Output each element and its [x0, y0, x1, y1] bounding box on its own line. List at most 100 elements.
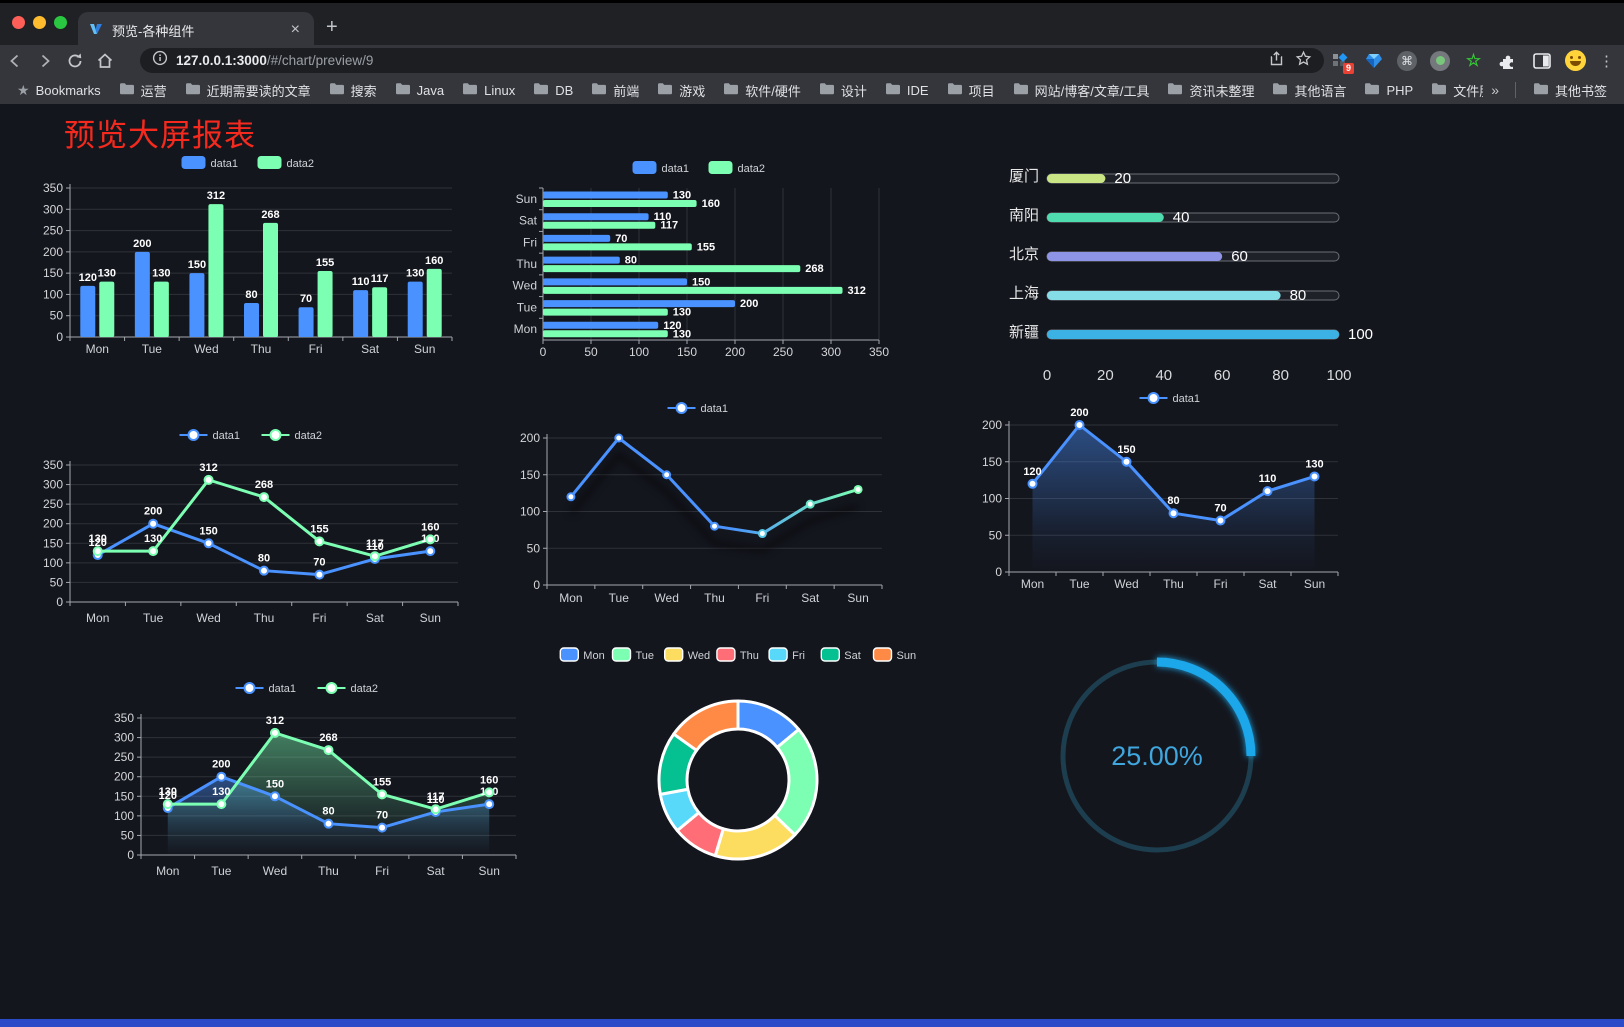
home-icon[interactable]: [90, 51, 120, 71]
svg-text:50: 50: [989, 528, 1003, 542]
fullscreen-window-button[interactable]: [54, 16, 67, 29]
svg-text:117: 117: [371, 273, 389, 285]
svg-text:40: 40: [1155, 367, 1172, 384]
bookmark-folder[interactable]: 近期需要读的文章: [176, 81, 320, 100]
svg-text:0: 0: [56, 595, 63, 609]
extensions-puzzle-icon[interactable]: [1497, 50, 1518, 71]
svg-text:350: 350: [114, 711, 134, 725]
svg-text:Tue: Tue: [142, 342, 163, 356]
url-path: /#/chart/preview/9: [266, 53, 374, 68]
bookmark-folder[interactable]: IDE: [876, 82, 938, 98]
bookmarks-root[interactable]: ★ Bookmarks: [8, 82, 110, 99]
folder-icon: [1167, 82, 1183, 98]
chart-line-gradient[interactable]: data1 0 50 100 150 200 Mon Tue Wed Thu Fri Sat Sun: [505, 398, 897, 613]
bookmarks-star-icon: ★: [17, 81, 30, 98]
bookmark-folder[interactable]: 搜索: [320, 81, 386, 100]
svg-text:120: 120: [79, 272, 97, 284]
svg-text:130: 130: [98, 268, 116, 280]
command-extension-icon[interactable]: ⌘: [1397, 50, 1417, 71]
svg-text:300: 300: [821, 345, 841, 359]
svg-text:110: 110: [352, 276, 370, 288]
svg-text:70: 70: [615, 233, 627, 245]
chart-week-donut[interactable]: Mon Tue Wed Thu Fri Sat Sun: [555, 640, 921, 892]
close-window-button[interactable]: [12, 16, 25, 29]
bookmark-folder[interactable]: 文件服务器: [1422, 81, 1483, 100]
bookmark-folder[interactable]: 运营: [110, 81, 176, 100]
browser-menu-icon[interactable]: ⋮: [1599, 52, 1614, 70]
bookmark-folder[interactable]: Linux: [453, 82, 524, 98]
share-icon[interactable]: [1268, 50, 1285, 72]
svg-text:Fri: Fri: [755, 591, 769, 605]
forward-icon[interactable]: [30, 51, 60, 71]
bookmarks-overflow-icon[interactable]: »: [1491, 82, 1499, 98]
address-bar[interactable]: 127.0.0.1:3000/#/chart/preview/9: [140, 48, 1324, 73]
svg-text:100: 100: [43, 287, 63, 301]
chart-bar-horizontal[interactable]: data1 data2 0 50 100 150 200 250 300 350 Sun 130 160…: [505, 155, 897, 367]
new-tab-button[interactable]: +: [326, 16, 338, 38]
back-icon[interactable]: [0, 51, 30, 71]
chart-area-two-series[interactable]: data1 data2 0 50 100 150 200 250 300 350 Mon Tue Wed…: [95, 678, 525, 893]
emoji-extension-icon[interactable]: [1565, 50, 1586, 71]
svg-text:Sat: Sat: [361, 342, 380, 356]
bookmark-folder-label: 设计: [840, 83, 867, 99]
svg-text:150: 150: [520, 468, 540, 482]
bookmark-folder[interactable]: Java: [386, 82, 453, 98]
tab-close-icon[interactable]: ×: [290, 21, 300, 38]
folder-icon: [395, 82, 411, 98]
svg-text:130: 130: [406, 268, 424, 280]
chart-city-progress[interactable]: 厦门 20 南阳 40 北京 60 上海 80 新疆 100 0 20 40 60 80 100: [995, 158, 1373, 390]
side-panel-icon[interactable]: [1531, 50, 1552, 71]
bookmarks-divider: [1514, 82, 1516, 98]
minimize-window-button[interactable]: [33, 16, 46, 29]
bookmark-folder[interactable]: 设计: [810, 81, 876, 100]
bookmark-folder[interactable]: 游戏: [648, 81, 714, 100]
folder-icon: [1533, 82, 1549, 98]
folder-icon: [723, 82, 739, 98]
chart-percent-gauge[interactable]: 25.00%: [1040, 640, 1275, 875]
bookmark-folder-label: 运营: [140, 83, 167, 99]
svg-text:北京: 北京: [1009, 246, 1039, 263]
other-bookmarks[interactable]: 其他书签: [1524, 81, 1616, 100]
gem-extension-icon[interactable]: [1363, 50, 1384, 71]
svg-text:Thu: Thu: [740, 650, 759, 662]
svg-text:155: 155: [310, 523, 328, 535]
svg-text:data1: data1: [1173, 393, 1201, 405]
chart-bar-vertical[interactable]: data1 data2 0 50 100 150 200 250 300 350 Mon Tue Wed…: [40, 150, 460, 365]
chart-canvas-percent-gauge: 25.00%: [1060, 657, 1256, 853]
bookmark-folder[interactable]: 其他语言: [1263, 81, 1355, 100]
svg-text:200: 200: [133, 238, 151, 250]
bookmark-folder[interactable]: DB: [524, 82, 582, 98]
bookmark-folder[interactable]: 软件/硬件: [714, 81, 810, 100]
url-text[interactable]: 127.0.0.1:3000/#/chart/preview/9: [176, 53, 1258, 68]
chart-line-two-series[interactable]: data1 data2 0 50 100 150 200 250 300 350 Mon Tue Wed…: [40, 425, 468, 640]
tab-manager-extension-icon[interactable]: 9: [1329, 50, 1354, 74]
browser-tab-active[interactable]: 预览-各种组件 ×: [78, 12, 314, 48]
svg-text:150: 150: [114, 789, 134, 803]
bookmark-folder[interactable]: PHP: [1355, 82, 1422, 98]
svg-text:130: 130: [673, 328, 691, 340]
svg-text:50: 50: [50, 309, 64, 323]
bookmark-folder[interactable]: 前端: [582, 81, 648, 100]
svg-text:Sun: Sun: [847, 591, 868, 605]
svg-text:200: 200: [144, 506, 162, 518]
chart-area-single[interactable]: data1 0 50 100 150 200 Mon Tue Wed Thu Fri Sat Sun 12…: [975, 388, 1371, 603]
bookmark-folder[interactable]: 项目: [938, 81, 1004, 100]
site-info-icon[interactable]: [152, 50, 168, 71]
bookmark-folder-label: 近期需要读的文章: [206, 83, 311, 99]
bookmark-folder[interactable]: 资讯未整理: [1158, 81, 1263, 100]
svg-text:350: 350: [869, 345, 889, 359]
bookmark-folder[interactable]: 网站/博客/文章/工具: [1004, 81, 1159, 100]
svg-text:350: 350: [43, 458, 63, 472]
folder-icon: [947, 82, 963, 98]
svg-text:80: 80: [245, 289, 257, 301]
star-extension-icon[interactable]: ☆: [1465, 50, 1482, 70]
folder-icon: [819, 82, 835, 98]
svg-text:Sun: Sun: [897, 650, 917, 662]
svg-text:Thu: Thu: [318, 864, 339, 878]
recorder-extension-icon[interactable]: [1430, 50, 1450, 71]
svg-text:60: 60: [1214, 367, 1231, 384]
svg-text:Wed: Wed: [513, 279, 537, 293]
svg-text:200: 200: [982, 418, 1002, 432]
bookmark-star-icon[interactable]: [1295, 50, 1312, 72]
reload-icon[interactable]: [60, 51, 90, 71]
